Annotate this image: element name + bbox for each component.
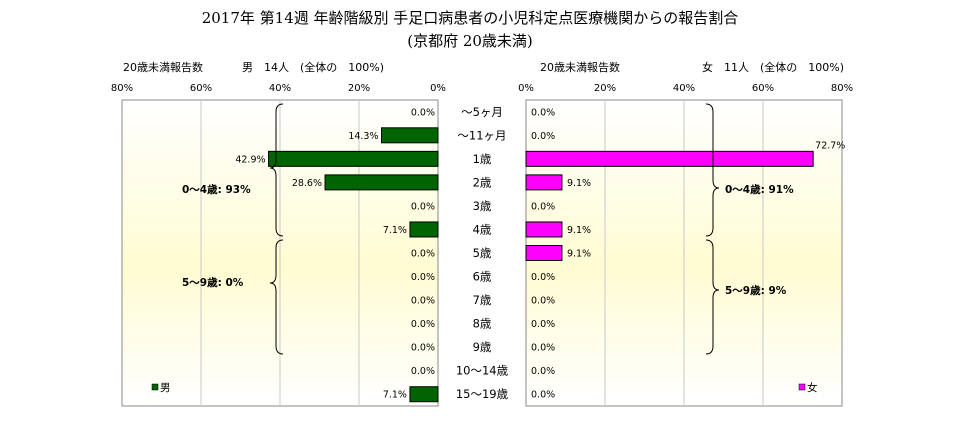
male-bar (409, 386, 439, 403)
category-label: 8歳 (473, 317, 492, 331)
male-brace-5-9 (269, 239, 284, 355)
male-bar (324, 174, 439, 191)
female-legend-swatch (798, 383, 806, 391)
male-bar (381, 127, 439, 144)
male-data-label: 28.6% (292, 178, 322, 189)
male-legend-label: 男 (160, 382, 171, 394)
male-bars (268, 127, 439, 403)
male-data-label: 0.0% (411, 272, 435, 283)
female-header-right: 女 11人 (全体の 100%) (702, 60, 844, 74)
chart-subtitle: (京都府 20歳未満) (407, 32, 533, 50)
female-data-label: 9.1% (567, 225, 591, 236)
female-bar (525, 174, 563, 191)
category-label: 2歳 (473, 175, 492, 189)
female-data-label: 0.0% (531, 390, 555, 401)
male-data-label: 7.1% (383, 225, 407, 236)
female-bars (525, 150, 814, 261)
female-tick-label: 80% (831, 83, 853, 94)
category-label: 6歳 (473, 270, 492, 284)
female-tick-label: 0% (518, 83, 534, 94)
female-data-label: 0.0% (531, 107, 555, 118)
female-data-label: 0.0% (531, 319, 555, 330)
female-bar (525, 245, 563, 261)
female-data-label: 9.1% (567, 249, 591, 260)
male-data-label: 0.0% (411, 366, 435, 377)
category-label: 1歳 (473, 152, 492, 166)
male-data-label: 0.0% (411, 107, 435, 118)
male-header-left: 20歳未満報告数 (123, 61, 203, 74)
female-data-label: 0.0% (531, 131, 555, 142)
category-label: 15～19歳 (456, 387, 509, 401)
female-tick-label: 40% (673, 83, 695, 94)
female-data-labels: 0.0% 0.0% 72.7% 9.1% 0.0% 9.1% 9.1% 0.0% 0.0% 0.0… (531, 107, 845, 400)
chart-title: 2017年 第14週 年齢階級別 手足口病患者の小児科定点医療機関からの報告割合 (202, 9, 739, 27)
female-group-5-9-label: 5～9歳: 9% (725, 284, 787, 297)
category-label: ～11ヶ月 (457, 128, 506, 142)
male-tick-label: 40% (269, 83, 291, 94)
male-group-5-9-label: 5～9歳: 0% (182, 276, 244, 289)
male-bar (409, 221, 439, 238)
male-data-label: 0.0% (411, 319, 435, 330)
female-data-label: 0.0% (531, 201, 555, 212)
male-header-right: 男 14人 (全体の 100%) (242, 60, 384, 74)
female-data-label: 0.0% (531, 343, 555, 354)
category-label: 7歳 (473, 293, 492, 307)
male-tick-label: 80% (111, 83, 133, 94)
female-bar (525, 221, 563, 238)
female-legend-label: 女 (807, 381, 818, 394)
male-data-label: 14.3% (348, 131, 378, 142)
category-labels: ～5ヶ月 ～11ヶ月 1歳 2歳 3歳 4歳 5歳 6歳 7歳 8歳 9歳 10～14歳 15～19歳 (456, 105, 509, 401)
male-legend-swatch (151, 383, 159, 391)
male-axis-ticks: 80% 60% 40% 20% 0% (111, 83, 446, 94)
male-data-label: 42.9% (235, 154, 265, 165)
female-data-label: 0.0% (531, 296, 555, 307)
male-bar (268, 150, 439, 167)
female-data-label: 72.7% (815, 140, 845, 151)
female-axis-ticks: 0% 20% 40% 60% 80% (518, 83, 853, 94)
male-tick-label: 20% (348, 83, 370, 94)
female-bar (525, 150, 814, 167)
female-header-left: 20歳未満報告数 (540, 61, 620, 74)
male-data-label: 0.0% (411, 296, 435, 307)
category-label: 3歳 (473, 199, 492, 213)
male-data-label: 0.0% (411, 343, 435, 354)
male-brace-0-4 (269, 103, 284, 237)
category-label: ～5ヶ月 (461, 105, 503, 119)
category-label: 9歳 (473, 340, 492, 354)
male-tick-label: 60% (190, 83, 212, 94)
female-data-label: 0.0% (531, 366, 555, 377)
female-tick-label: 60% (752, 83, 774, 94)
female-group-0-4-label: 0～4歳: 91% (725, 183, 794, 196)
male-data-label: 7.1% (383, 390, 407, 401)
male-data-labels: 0.0% 14.3% 42.9% 28.6% 0.0% 7.1% 0.0% 0.0% 0.0% 0… (235, 107, 435, 400)
female-data-label: 9.1% (567, 178, 591, 189)
female-data-label: 0.0% (531, 272, 555, 283)
male-group-0-4-label: 0～4歳: 93% (182, 183, 251, 196)
male-tick-label: 0% (430, 83, 446, 94)
female-brace-0-4 (705, 103, 720, 237)
male-data-label: 0.0% (411, 249, 435, 260)
female-tick-label: 20% (594, 83, 616, 94)
category-label: 5歳 (473, 246, 492, 260)
female-brace-5-9 (705, 239, 720, 355)
category-label: 10～14歳 (456, 364, 509, 378)
category-label: 4歳 (473, 222, 492, 236)
male-data-label: 0.0% (411, 201, 435, 212)
